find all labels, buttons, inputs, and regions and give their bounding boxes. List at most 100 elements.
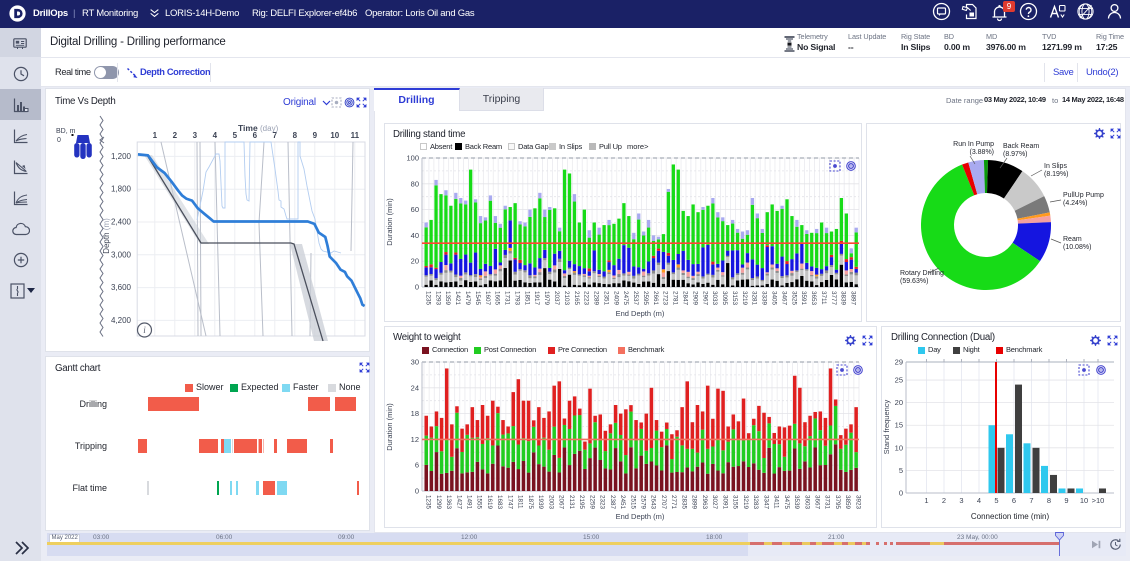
svg-text:3923: 3923 [854,495,861,510]
svg-text:9: 9 [313,131,318,140]
svg-text:7: 7 [273,131,278,140]
svg-text:3,600: 3,600 [111,283,132,292]
svg-text:4: 4 [977,496,981,505]
svg-text:2515: 2515 [629,495,636,510]
svg-text:2835: 2835 [680,495,687,510]
svg-text:3525: 3525 [790,291,797,306]
svg-text:2,400: 2,400 [111,218,132,227]
svg-text:8: 8 [293,131,298,140]
svg-text:1,800: 1,800 [111,185,132,194]
svg-text:2475: 2475 [622,291,629,306]
svg-text:1,200: 1,200 [111,152,132,161]
svg-text:6: 6 [415,461,419,470]
svg-text:1665: 1665 [494,291,501,306]
svg-text:2289: 2289 [593,291,600,306]
svg-text:12: 12 [411,435,419,444]
svg-text:2037: 2037 [553,291,560,306]
svg-text:1939: 1939 [537,495,544,510]
svg-text:3283: 3283 [752,495,759,510]
svg-text:1359: 1359 [444,291,451,306]
svg-text:2909: 2909 [691,291,698,306]
svg-text:3033: 3033 [711,291,718,306]
svg-text:3,000: 3,000 [111,250,132,259]
svg-text:2003: 2003 [547,495,554,510]
svg-text:Duration (min): Duration (min) [385,198,394,246]
svg-text:2: 2 [173,131,178,140]
svg-text:2771: 2771 [670,495,677,510]
svg-text:2: 2 [942,496,946,505]
svg-text:30: 30 [411,358,419,367]
svg-text:2967: 2967 [701,291,708,306]
svg-text:3219: 3219 [742,495,749,510]
svg-text:0: 0 [415,487,419,496]
svg-text:2103: 2103 [563,291,570,306]
svg-text:2259: 2259 [588,495,595,510]
svg-text:Ream(10.08%): Ream (10.08%) [1063,236,1091,251]
svg-text:1555: 1555 [476,495,483,510]
svg-text:4: 4 [213,131,218,140]
svg-text:End Depth (m): End Depth (m) [616,309,665,318]
svg-text:3281: 3281 [751,291,758,306]
svg-text:3339: 3339 [761,291,768,306]
svg-text:1363: 1363 [445,495,452,510]
svg-text:1491: 1491 [466,495,473,510]
svg-text:40: 40 [411,231,419,240]
svg-text:1793: 1793 [513,291,520,306]
svg-text:2409: 2409 [612,291,619,306]
svg-text:End Depth (m): End Depth (m) [616,512,665,521]
svg-text:0: 0 [57,137,61,144]
svg-text:2661: 2661 [652,291,659,306]
svg-text:3731: 3731 [824,495,831,510]
svg-text:(day): (day) [260,124,279,133]
svg-text:2351: 2351 [602,291,609,306]
svg-text:0: 0 [899,489,903,498]
svg-text:3667: 3667 [814,495,821,510]
svg-text:100: 100 [406,154,419,163]
svg-text:8: 8 [1047,496,1051,505]
svg-text:2847: 2847 [682,291,689,306]
svg-text:Rotary Drilling(59.63%): Rotary Drilling (59.63%) [900,270,944,285]
svg-text:2963: 2963 [701,495,708,510]
svg-text:Duration (min): Duration (min) [385,403,394,451]
svg-text:20: 20 [895,398,903,407]
svg-text:2131: 2131 [568,495,575,510]
svg-text:Depth (m): Depth (m) [102,218,111,254]
svg-text:1235: 1235 [425,495,432,510]
svg-text:Stand frequency: Stand frequency [882,399,891,454]
svg-text:24: 24 [411,383,419,392]
svg-text:4,200: 4,200 [111,316,132,325]
svg-text:2387: 2387 [609,495,616,510]
svg-text:3411: 3411 [773,495,780,509]
svg-text:0: 0 [415,283,419,292]
svg-text:1545: 1545 [474,291,481,306]
svg-text:3859: 3859 [844,495,851,510]
svg-text:2195: 2195 [578,495,585,510]
svg-text:6: 6 [253,131,258,140]
svg-text:1731: 1731 [504,291,511,306]
svg-text:2537: 2537 [632,291,639,306]
svg-text:1479: 1479 [464,291,471,306]
svg-text:1299: 1299 [435,495,442,510]
svg-text:2067: 2067 [558,495,565,510]
svg-text:i: i [143,325,146,335]
svg-text:1235: 1235 [425,291,432,306]
svg-text:3603: 3603 [803,495,810,510]
svg-text:2451: 2451 [619,495,626,510]
svg-text:18: 18 [411,409,419,418]
svg-text:1: 1 [153,131,158,140]
svg-text:20: 20 [411,257,419,266]
svg-text:3: 3 [193,131,198,140]
svg-text:>10: >10 [1092,496,1105,505]
svg-text:5: 5 [233,131,238,140]
svg-text:3095: 3095 [721,291,728,306]
svg-text:Connection time (min): Connection time (min) [971,512,1050,521]
svg-text:2579: 2579 [640,495,647,510]
svg-text:80: 80 [411,179,419,188]
svg-text:3467: 3467 [780,291,787,306]
svg-text:6: 6 [1012,496,1016,505]
svg-text:10: 10 [330,131,339,140]
svg-text:3539: 3539 [793,495,800,510]
svg-text:1811: 1811 [517,495,524,509]
svg-text:3027: 3027 [711,495,718,510]
svg-text:1683: 1683 [496,495,503,510]
